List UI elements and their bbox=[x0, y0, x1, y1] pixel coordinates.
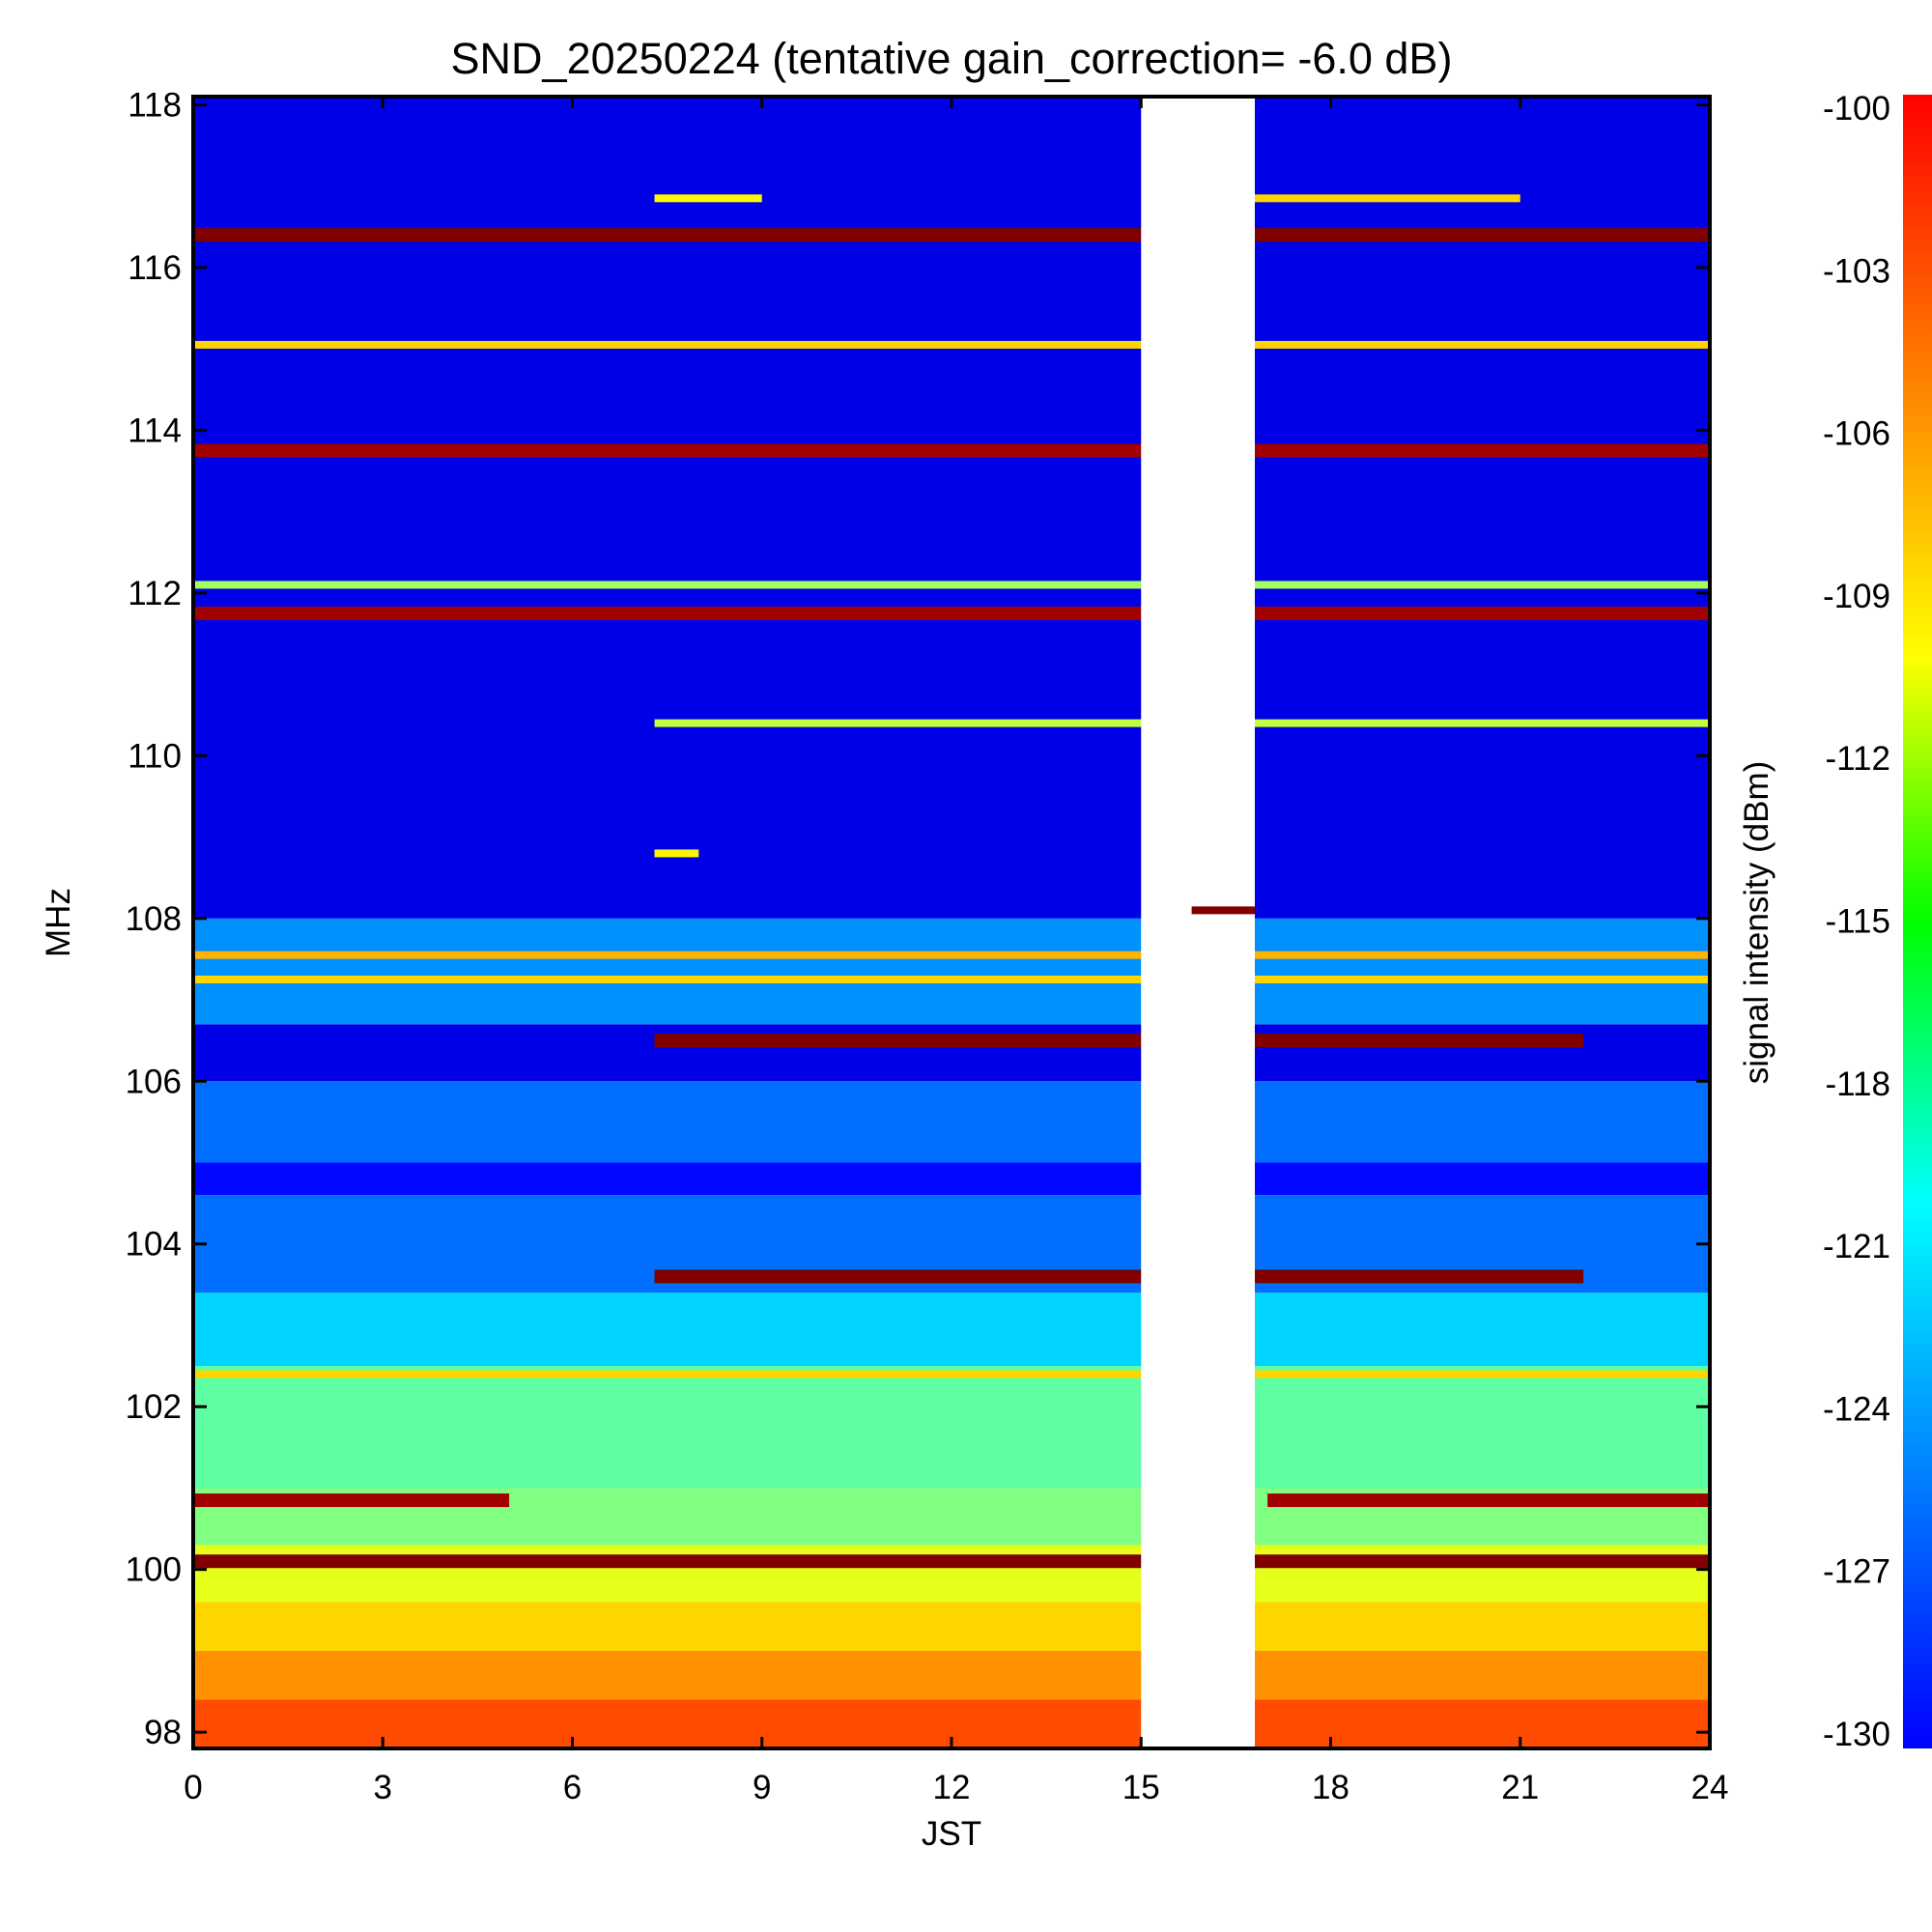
y-tick-label: 104 bbox=[126, 1226, 182, 1264]
signal-line-12 bbox=[193, 340, 1710, 349]
heatmap-band-2 bbox=[193, 1602, 1710, 1651]
x-tick-label: 21 bbox=[1501, 1769, 1539, 1806]
x-tick-label: 18 bbox=[1312, 1769, 1350, 1806]
colorbar-tick-label: -112 bbox=[1826, 740, 1890, 778]
x-tick-label: 6 bbox=[563, 1769, 582, 1806]
colorbar-tick-label: -115 bbox=[1826, 903, 1890, 941]
signal-line-0 bbox=[193, 1554, 1710, 1569]
colorbar-tick-label: -118 bbox=[1826, 1065, 1890, 1103]
colorbar-tick-label: -130 bbox=[1823, 1716, 1890, 1753]
signal-line-2 bbox=[1267, 1493, 1710, 1508]
colorbar bbox=[1903, 95, 1932, 1748]
y-tick-label: 114 bbox=[128, 412, 182, 449]
signal-line-10 bbox=[193, 581, 1710, 589]
colorbar-label: signal intensity (dBm) bbox=[1738, 761, 1776, 1085]
signal-line-7 bbox=[193, 1370, 1710, 1378]
signal-line-13 bbox=[193, 228, 1710, 242]
heatmap-band-3 bbox=[193, 1545, 1710, 1603]
signal-line-4 bbox=[654, 1034, 1584, 1048]
data-gap bbox=[1141, 97, 1255, 1748]
y-tick-label: 116 bbox=[128, 249, 182, 287]
x-tick-label: 9 bbox=[753, 1769, 771, 1806]
signal-line-11 bbox=[193, 443, 1710, 458]
signal-line-5 bbox=[193, 975, 1710, 983]
signal-line-6 bbox=[193, 951, 1710, 959]
heatmap-band-1 bbox=[193, 1650, 1710, 1700]
y-axis-label: MHz bbox=[40, 888, 77, 957]
heatmap-band-10 bbox=[193, 1024, 1710, 1082]
signal-line-1 bbox=[193, 1493, 510, 1508]
y-tick-label: 100 bbox=[126, 1551, 182, 1589]
heatmap-band-9 bbox=[193, 1081, 1710, 1163]
x-tick-label: 15 bbox=[1122, 1769, 1160, 1806]
heatmap-band-5 bbox=[193, 1366, 1710, 1489]
chart-title: SND_20250224 (tentative gain_correction=… bbox=[451, 34, 1453, 83]
heatmap-band-6 bbox=[193, 1293, 1710, 1367]
signal-line-17 bbox=[654, 849, 699, 858]
x-tick-label: 0 bbox=[184, 1769, 202, 1806]
gap-signal-marker-8 bbox=[1191, 906, 1255, 915]
heatmap-plot bbox=[193, 97, 1710, 1748]
colorbar-ticks: -100 -103 -106 -109 -112 -115 -118 -121 -124 -127… bbox=[1823, 90, 1890, 1753]
x-axis-label: JST bbox=[922, 1815, 981, 1853]
x-axis: 0 3 6 9 12 15 18 21 24 bbox=[184, 97, 1728, 1806]
x-tick-label: 3 bbox=[374, 1769, 392, 1806]
y-tick-label: 106 bbox=[126, 1063, 182, 1100]
y-tick-label: 102 bbox=[126, 1388, 182, 1426]
colorbar-tick-label: -109 bbox=[1823, 578, 1890, 615]
heatmap-band-11 bbox=[193, 918, 1710, 1025]
colorbar-tick-label: -124 bbox=[1823, 1390, 1890, 1428]
y-tick-label: 112 bbox=[128, 575, 182, 612]
heatmap-band-12 bbox=[193, 97, 1710, 919]
colorbar-tick-label: -106 bbox=[1823, 415, 1890, 453]
x-tick-label: 12 bbox=[933, 1769, 971, 1806]
x-tick-label: 24 bbox=[1691, 1769, 1729, 1806]
y-axis: 98 100 102 104 106 108 110 112 114 116 118 bbox=[126, 86, 1710, 1751]
y-tick-label: 110 bbox=[128, 737, 182, 775]
signal-line-3 bbox=[654, 1269, 1584, 1284]
signal-line-9 bbox=[193, 606, 1710, 620]
colorbar-tick-label: -121 bbox=[1823, 1228, 1890, 1265]
y-tick-label: 118 bbox=[128, 86, 182, 124]
signal-line-15 bbox=[1255, 194, 1520, 203]
y-tick-label: 98 bbox=[144, 1714, 182, 1751]
colorbar-tick-label: -103 bbox=[1823, 252, 1890, 290]
colorbar-tick-label: -100 bbox=[1823, 90, 1890, 128]
y-tick-label: 108 bbox=[126, 900, 182, 938]
signal-line-14 bbox=[654, 194, 762, 203]
colorbar-tick-label: -127 bbox=[1823, 1553, 1890, 1591]
heatmap-band-8 bbox=[193, 1162, 1710, 1196]
